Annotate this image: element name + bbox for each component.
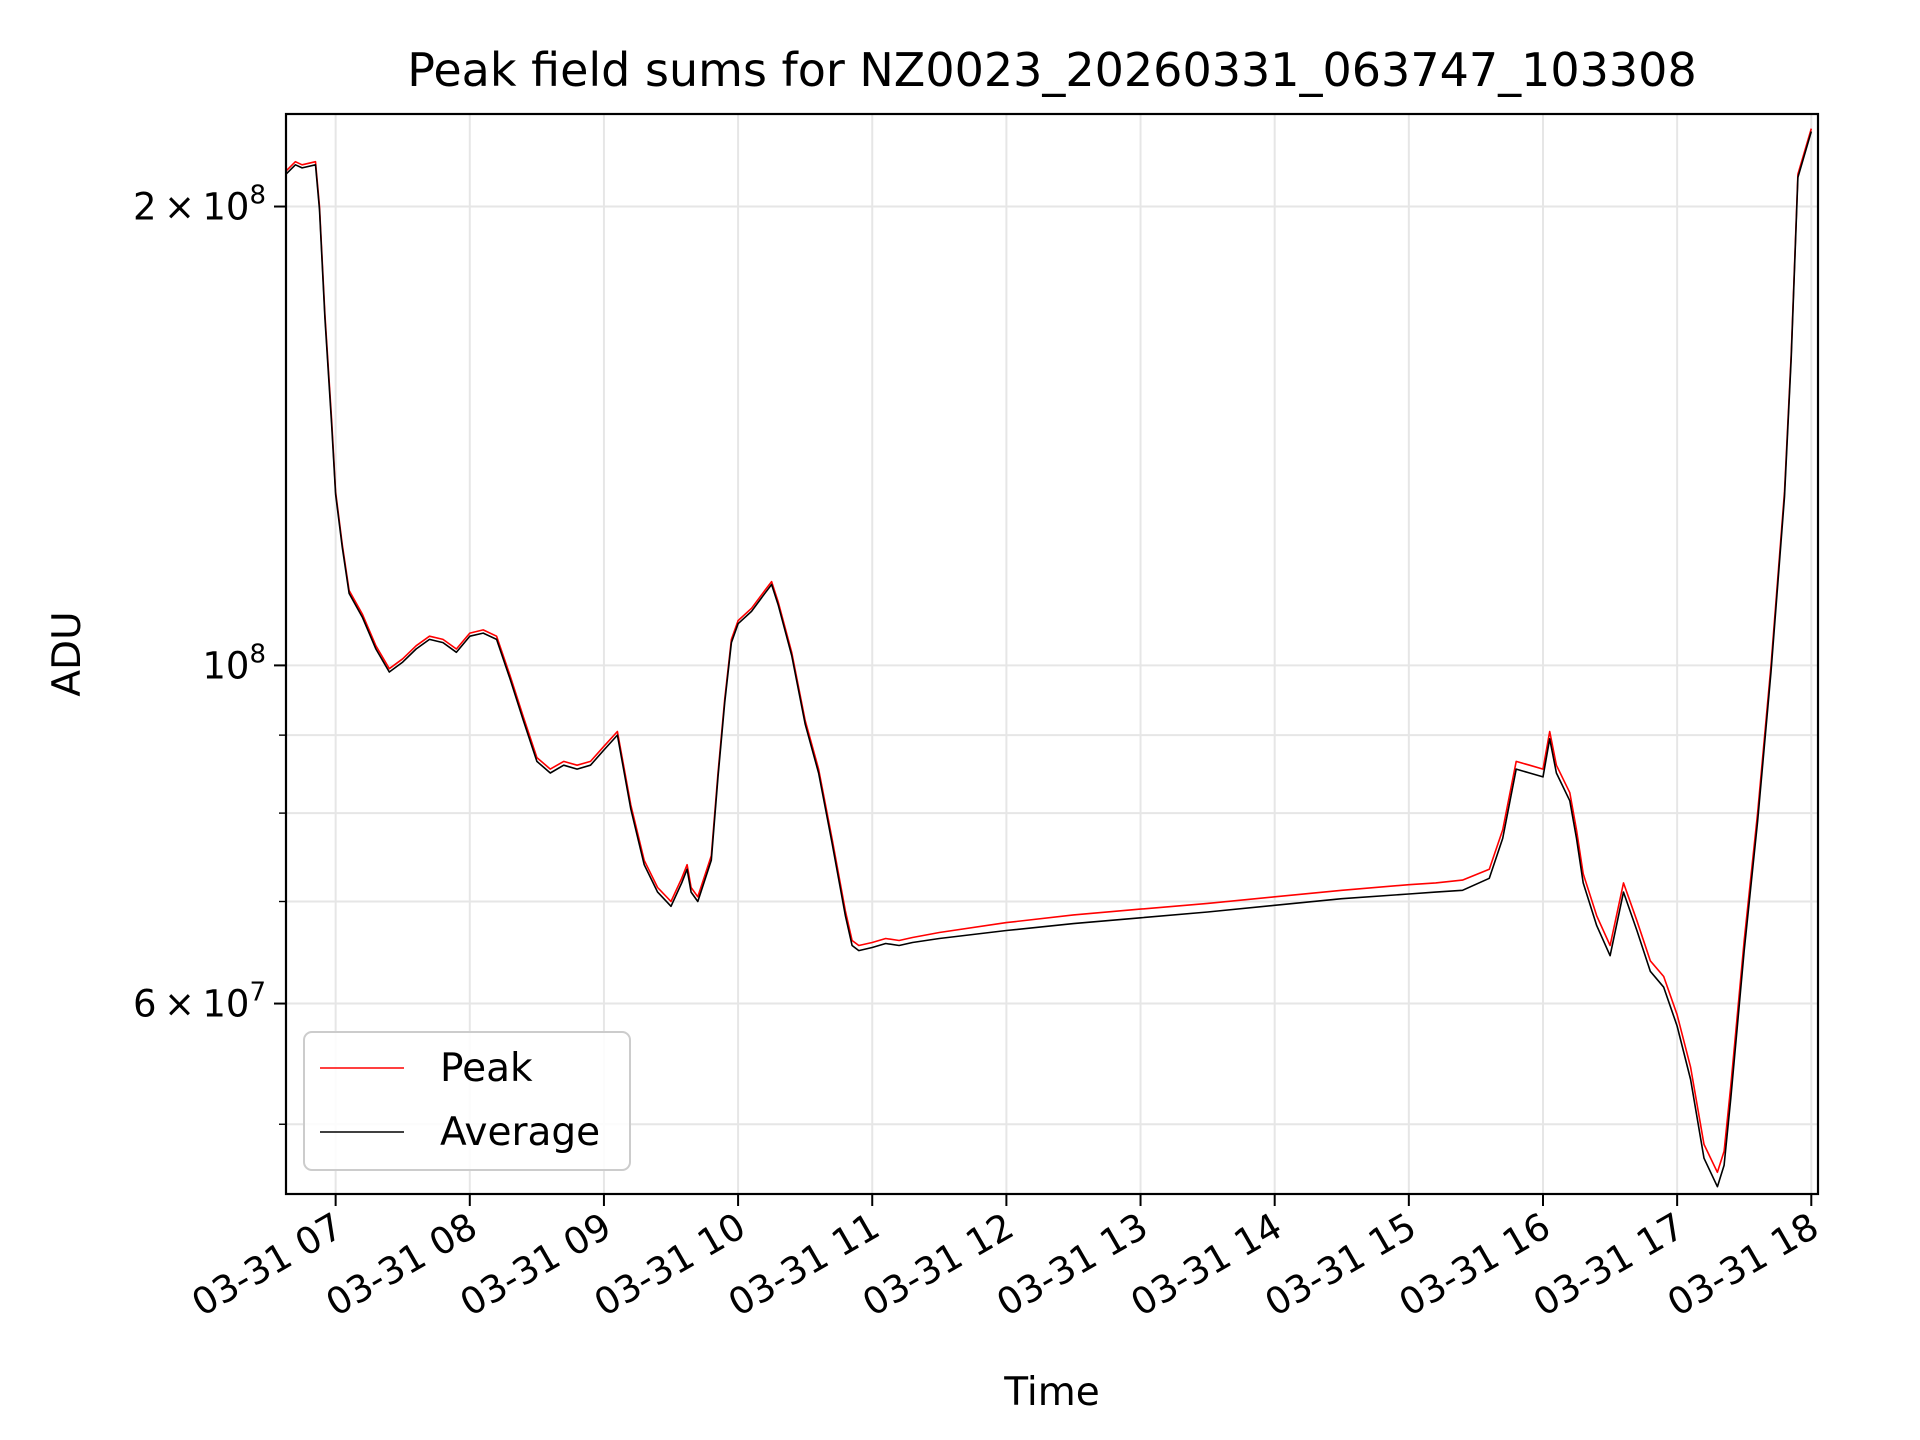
legend: Peak Average xyxy=(303,1031,631,1171)
chart-title: Peak field sums for NZ0023_20260331_0637… xyxy=(407,43,1696,97)
y-axis-ticks: 2 × 108 108 6 × 107 xyxy=(133,181,286,1125)
series-line-average xyxy=(285,131,1813,1188)
series-layer xyxy=(285,128,1813,1188)
y-tick-label: 6 × 107 xyxy=(133,978,266,1026)
y-axis-label: ADU xyxy=(45,611,90,696)
legend-box xyxy=(303,1031,631,1171)
y-tick-label: 2 × 108 xyxy=(133,181,266,229)
x-axis-label: Time xyxy=(1003,1370,1099,1415)
y-tick-label: 108 xyxy=(202,639,266,687)
grid xyxy=(286,114,1818,1194)
plot-area-frame xyxy=(284,112,1820,1196)
legend-label-peak: Peak xyxy=(440,1046,533,1091)
legend-label-average: Average xyxy=(440,1110,600,1155)
